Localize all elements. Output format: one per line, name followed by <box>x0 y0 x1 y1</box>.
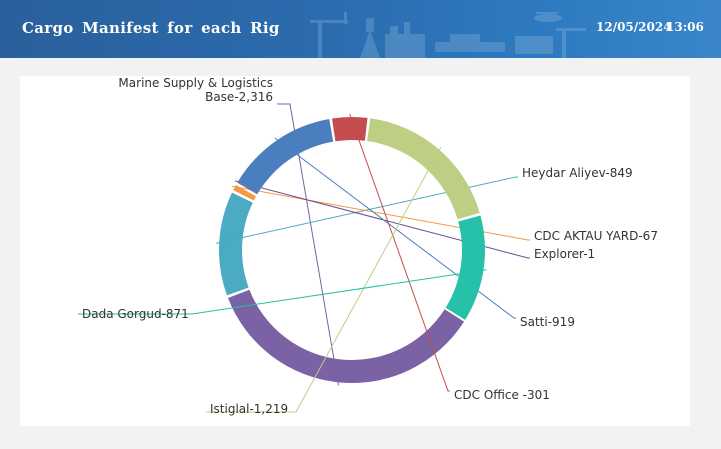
offshore-industry-illustration <box>310 12 586 58</box>
donut-slice-marine-supply-logistics-base[interactable] <box>227 289 465 384</box>
donut-slice-dada-gorgud[interactable] <box>445 215 485 320</box>
chart-card: Marine Supply & Logistics Base-2,316 Heyda… <box>20 76 690 426</box>
donut-slice-istiglal[interactable] <box>367 118 480 220</box>
header-time: 13:06 <box>666 20 704 34</box>
leader-line <box>234 180 530 259</box>
leader-line <box>206 146 442 413</box>
page-title: Cargo Manifest for each Rig <box>22 19 280 37</box>
leader-line <box>349 113 450 392</box>
slice-label: Dada Gorgud-871 <box>82 307 189 321</box>
leader-line <box>277 103 339 386</box>
slice-label: CDC Office -301 <box>454 388 550 402</box>
donut-chart: Marine Supply & Logistics Base-2,316 Heyda… <box>78 76 658 416</box>
donut-slice-satti[interactable] <box>237 118 334 194</box>
leader-line <box>231 185 530 241</box>
donut-slice-heydar-aliyev[interactable] <box>219 192 253 296</box>
slice-label: Istiglal-1,219 <box>210 402 288 416</box>
leader-line <box>216 176 518 244</box>
header-banner: Cargo Manifest for each Rig 12/05/2024 1… <box>0 0 721 58</box>
slice-label: Heydar Aliyev-849 <box>522 166 633 180</box>
donut-slice-cdc-aktau-yard[interactable] <box>233 185 257 201</box>
slice-label: CDC AKTAU YARD-67 <box>534 229 658 243</box>
header-date: 12/05/2024 <box>596 20 672 34</box>
leader-line <box>78 269 487 315</box>
slice-label: Marine Supply & Logistics Base-2,316 <box>118 76 273 104</box>
slice-label: Explorer-1 <box>534 247 595 261</box>
leader-line <box>274 137 516 319</box>
slice-label: Satti-919 <box>520 315 575 329</box>
donut-slice-explorer[interactable] <box>237 182 258 195</box>
donut-slice-cdc-office[interactable] <box>331 117 368 142</box>
